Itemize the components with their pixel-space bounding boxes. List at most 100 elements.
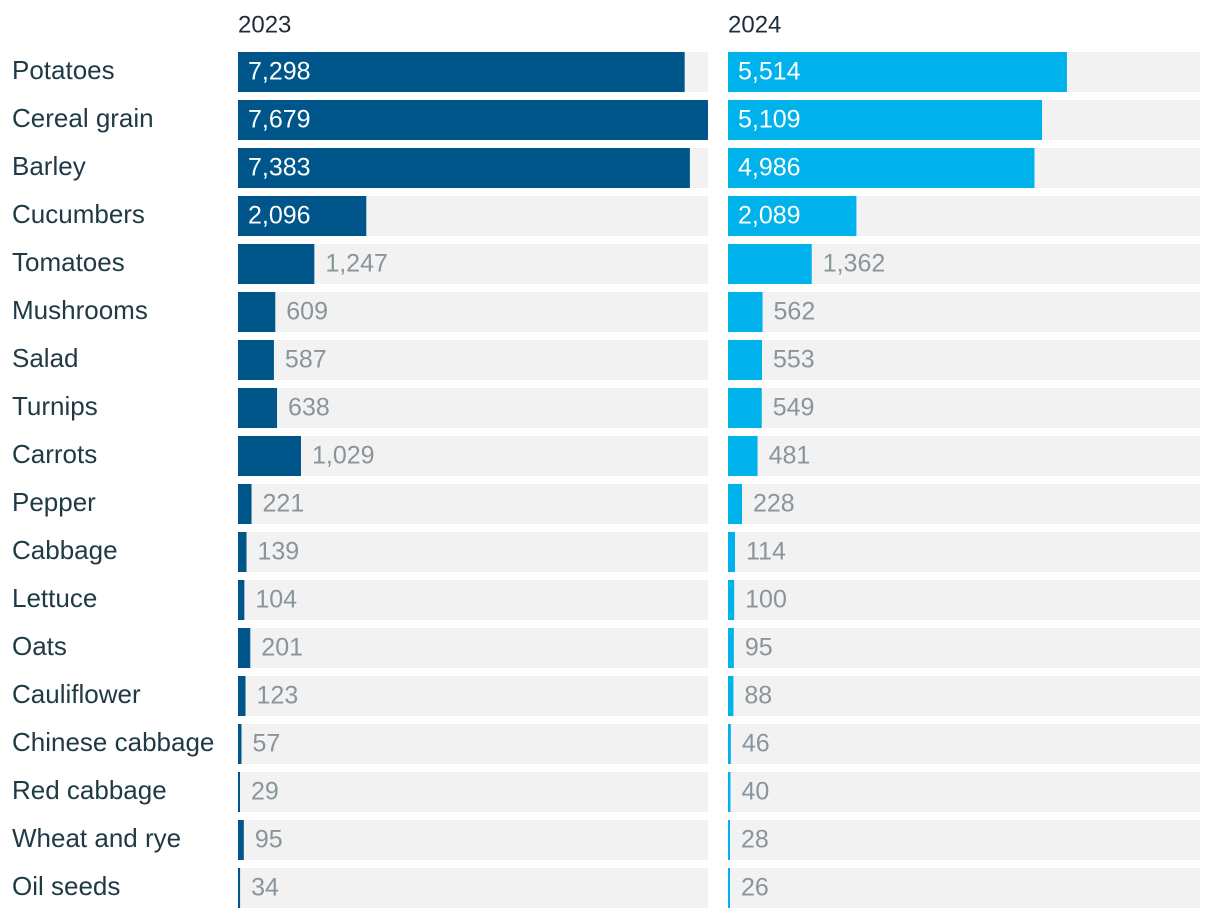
- panel-title-2023: 2023: [238, 11, 291, 38]
- category-label-turnips: Turnips: [12, 391, 98, 421]
- bar-2023-turnips: [238, 388, 278, 428]
- bar-2023-pepper: [238, 484, 252, 524]
- bar-track-2023-lettuce: [238, 580, 708, 620]
- bar-track-2023-salad: [238, 340, 708, 380]
- bar-2024-barley: [728, 148, 1035, 188]
- value-label-2024-chinese-cabbage: 46: [742, 730, 770, 758]
- category-label-red-cabbage: Red cabbage: [12, 775, 167, 805]
- bar-2024-pepper: [728, 484, 743, 524]
- value-label-2023-cabbage: 139: [258, 538, 300, 566]
- value-label-2024-barley: 4,986: [738, 154, 801, 182]
- bar-2023-cucumbers: [238, 196, 367, 236]
- bar-track-2023-oil-seeds: [238, 868, 708, 908]
- bar-2024-turnips: [728, 388, 762, 428]
- category-label-cucumbers: Cucumbers: [12, 199, 145, 229]
- value-label-2023-cereal-grain: 7,679: [248, 106, 311, 134]
- value-label-2023-lettuce: 104: [255, 586, 297, 614]
- bar-track-2023-cabbage: [238, 532, 708, 572]
- bar-2023-cereal-grain: [238, 100, 708, 140]
- value-label-2023-potatoes: 7,298: [248, 58, 311, 86]
- bar-track-2024-oats: [728, 628, 1200, 668]
- value-label-2024-oil-seeds: 26: [741, 874, 769, 902]
- value-label-2023-chinese-cabbage: 57: [252, 730, 280, 758]
- bar-2023-potatoes: [238, 52, 685, 92]
- value-label-2024-turnips: 549: [773, 394, 815, 422]
- bar-track-2023-wheat-and-rye: [238, 820, 708, 860]
- bar-2024-oats: [728, 628, 734, 668]
- value-label-2024-wheat-and-rye: 28: [741, 826, 769, 854]
- category-label-tomatoes: Tomatoes: [12, 247, 125, 277]
- value-label-2023-salad: 587: [285, 346, 327, 374]
- bar-2024-cucumbers: [728, 196, 857, 236]
- value-label-2024-cabbage: 114: [746, 538, 786, 566]
- bar-track-2024-chinese-cabbage: [728, 724, 1200, 764]
- bar-track-2023-oats: [238, 628, 708, 668]
- value-label-2024-red-cabbage: 40: [741, 778, 769, 806]
- bar-track-2023-cauliflower: [238, 676, 708, 716]
- bar-2024-wheat-and-rye: [728, 820, 730, 860]
- value-label-2024-carrots: 481: [769, 442, 811, 470]
- bar-track-2024-pepper: [728, 484, 1200, 524]
- bar-track-2024-carrots: [728, 436, 1200, 476]
- category-label-cabbage: Cabbage: [12, 535, 118, 565]
- category-label-carrots: Carrots: [12, 439, 97, 469]
- bar-2024-potatoes: [728, 52, 1067, 92]
- bar-track-2023-mushrooms: [238, 292, 708, 332]
- bar-track-2024-wheat-and-rye: [728, 820, 1200, 860]
- category-label-oats: Oats: [12, 631, 67, 661]
- value-label-2024-cauliflower: 88: [744, 682, 772, 710]
- bar-track-2024-mushrooms: [728, 292, 1200, 332]
- category-label-potatoes: Potatoes: [12, 55, 115, 85]
- value-label-2023-red-cabbage: 29: [251, 778, 279, 806]
- value-label-2024-tomatoes: 1,362: [823, 250, 886, 278]
- bar-2023-mushrooms: [238, 292, 276, 332]
- value-label-2023-pepper: 221: [263, 490, 305, 518]
- value-label-2023-cucumbers: 2,096: [248, 202, 311, 230]
- bar-2023-wheat-and-rye: [238, 820, 244, 860]
- value-label-2024-oats: 95: [745, 634, 773, 662]
- bar-2024-tomatoes: [728, 244, 812, 284]
- category-label-oil-seeds: Oil seeds: [12, 871, 120, 901]
- category-label-chinese-cabbage: Chinese cabbage: [12, 727, 214, 757]
- bar-track-2024-cauliflower: [728, 676, 1200, 716]
- value-label-2023-barley: 7,383: [248, 154, 311, 182]
- bar-2023-oil-seeds: [238, 868, 241, 908]
- bar-2024-mushrooms: [728, 292, 763, 332]
- value-label-2024-cucumbers: 2,089: [738, 202, 801, 230]
- bar-track-2023-carrots: [238, 436, 708, 476]
- value-label-2023-oats: 201: [261, 634, 303, 662]
- bar-2024-red-cabbage: [728, 772, 731, 812]
- bar-2023-lettuce: [238, 580, 245, 620]
- category-label-wheat-and-rye: Wheat and rye: [12, 823, 181, 853]
- value-label-2024-lettuce: 100: [745, 586, 787, 614]
- category-label-barley: Barley: [12, 151, 86, 181]
- value-label-2024-mushrooms: 562: [774, 298, 816, 326]
- value-label-2023-cauliflower: 123: [257, 682, 299, 710]
- bar-2024-lettuce: [728, 580, 735, 620]
- bar-track-2024-cabbage: [728, 532, 1200, 572]
- bar-track-2023-red-cabbage: [238, 772, 708, 812]
- bar-track-2023-chinese-cabbage: [238, 724, 708, 764]
- bar-2024-salad: [728, 340, 762, 380]
- value-label-2024-potatoes: 5,514: [738, 58, 801, 86]
- bar-track-2023-pepper: [238, 484, 708, 524]
- bar-2024-cauliflower: [728, 676, 734, 716]
- value-label-2023-turnips: 638: [288, 394, 330, 422]
- bar-track-2023-tomatoes: [238, 244, 708, 284]
- category-label-lettuce: Lettuce: [12, 583, 97, 613]
- category-label-cauliflower: Cauliflower: [12, 679, 141, 709]
- bar-2024-cabbage: [728, 532, 736, 572]
- bar-2023-salad: [238, 340, 274, 380]
- bar-2023-barley: [238, 148, 690, 188]
- bar-2023-oats: [238, 628, 251, 668]
- bar-2023-cauliflower: [238, 676, 246, 716]
- bar-track-2024-turnips: [728, 388, 1200, 428]
- bar-2023-carrots: [238, 436, 301, 476]
- bar-2023-chinese-cabbage: [238, 724, 242, 764]
- category-label-cereal-grain: Cereal grain: [12, 103, 154, 133]
- bar-track-2024-oil-seeds: [728, 868, 1200, 908]
- bar-2023-red-cabbage: [238, 772, 240, 812]
- bar-2023-tomatoes: [238, 244, 315, 284]
- bar-track-2024-lettuce: [728, 580, 1200, 620]
